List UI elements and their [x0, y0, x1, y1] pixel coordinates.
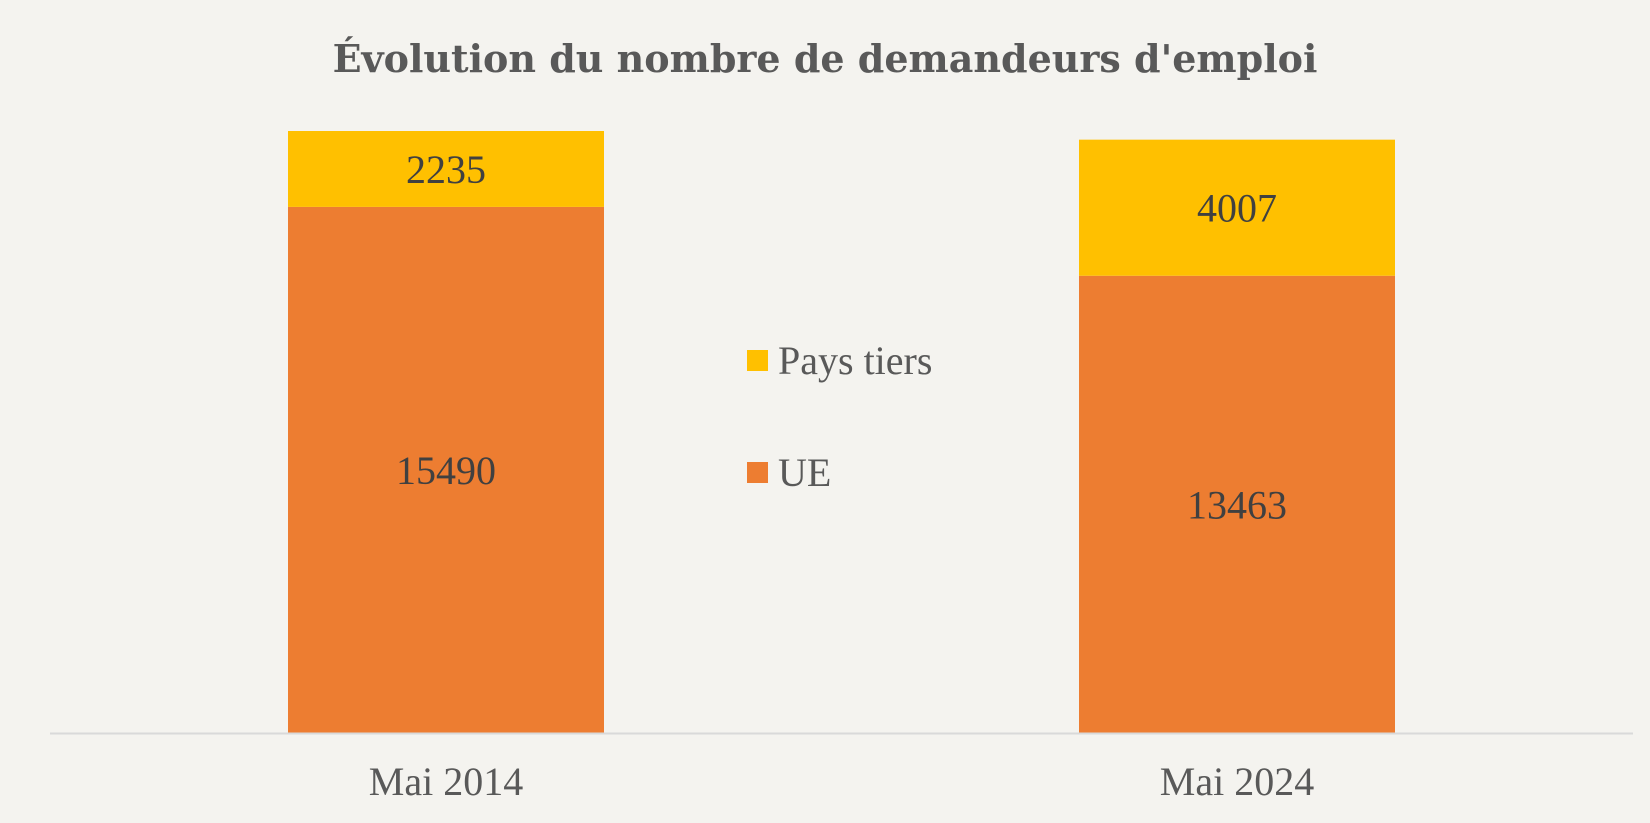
x-axis-ticks: Mai 2014 Mai 2024 — [369, 759, 1314, 804]
data-label-pays-tiers-mai-2014: 2235 — [406, 147, 486, 192]
legend-label-pays-tiers: Pays tiers — [778, 338, 932, 383]
bars-group: 15490 2235 13463 4007 — [288, 131, 1395, 734]
legend-swatch-ue — [747, 462, 768, 483]
x-tick-label-mai-2014: Mai 2014 — [369, 759, 523, 804]
data-label-ue-mai-2024: 13463 — [1187, 482, 1287, 527]
bar-ue-mai-2014 — [288, 206, 604, 734]
bar-pays-tiers-mai-2014 — [288, 131, 604, 207]
legend: Pays tiers UE — [747, 338, 932, 495]
data-label-pays-tiers-mai-2024: 4007 — [1197, 186, 1277, 231]
bar-ue-mai-2024 — [1079, 275, 1395, 733]
data-label-ue-mai-2014: 15490 — [396, 448, 496, 493]
bar-pays-tiers-mai-2024 — [1079, 139, 1395, 276]
chart-title: Évolution du nombre de demandeurs d'empl… — [333, 36, 1318, 81]
legend-label-ue: UE — [778, 450, 831, 495]
legend-swatch-pays-tiers — [747, 350, 768, 371]
x-tick-label-mai-2024: Mai 2024 — [1160, 759, 1314, 804]
